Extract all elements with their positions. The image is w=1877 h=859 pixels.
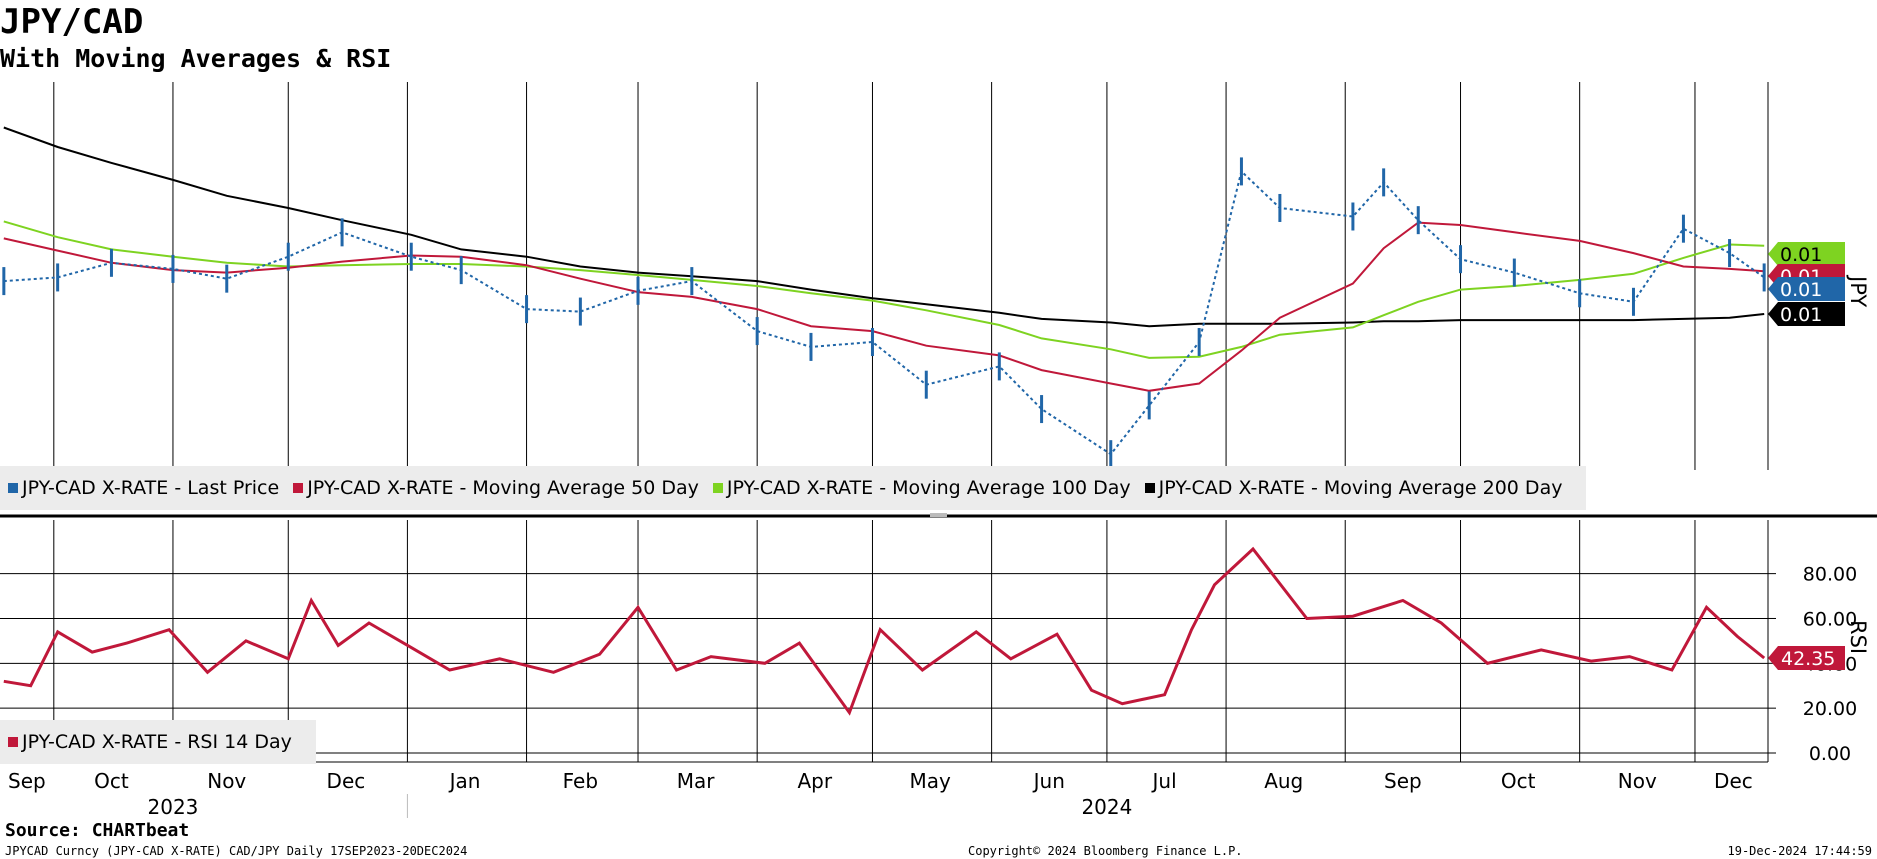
legend-swatch-2	[712, 483, 723, 493]
x-month-label-3: Dec	[327, 769, 366, 793]
rsi-tick-label-0: 0.00	[1809, 743, 1851, 765]
legend-item-3: JPY-CAD X-RATE - Moving Average 200 Day	[1144, 466, 1563, 510]
price-axis-label: JPY	[1846, 276, 1870, 308]
rsi-tick-label-3: 60.00	[1803, 608, 1857, 630]
value-tag-label-3: 0.01	[1780, 304, 1822, 326]
value-tag-0	[1768, 242, 1845, 266]
legend-label-3: JPY-CAD X-RATE - Moving Average 200 Day	[1158, 477, 1563, 499]
legend-item-1: JPY-CAD X-RATE - Moving Average 50 Day	[293, 466, 699, 510]
x-month-label-7: Apr	[798, 769, 833, 793]
x-month-label-13: Oct	[1501, 769, 1536, 793]
x-month-label-4: Jan	[448, 769, 481, 793]
value-tag-2	[1768, 277, 1845, 301]
legend-label-0: JPY-CAD X-RATE - RSI 14 Day	[22, 731, 292, 753]
legend-swatch-3	[1144, 483, 1155, 493]
rsi-line	[3, 546, 1766, 716]
rsi-value-tag	[1768, 646, 1845, 671]
rsi-axis-label: RSI	[1846, 620, 1870, 655]
x-month-label-9: Jun	[1032, 769, 1065, 793]
source-note: Source: CHARTbeat	[5, 820, 190, 841]
rsi-value-tag-label: 42.35	[1781, 648, 1835, 670]
x-month-label-15: Dec	[1714, 769, 1753, 793]
ma50-line	[3, 221, 1765, 392]
x-year-label-1: 2024	[1081, 795, 1132, 819]
value-tag-label-2: 0.01	[1780, 279, 1822, 301]
rsi-tick-label-1: 20.00	[1803, 698, 1857, 720]
footer-ticker: JPYCAD Curncy (JPY-CAD X-RATE) CAD/JPY D…	[5, 844, 468, 858]
x-month-label-5: Feb	[563, 769, 598, 793]
footer-timestamp: 19-Dec-2024 17:44:59	[1727, 844, 1873, 858]
legend-label-1: JPY-CAD X-RATE - Moving Average 50 Day	[307, 477, 699, 499]
price-legend: JPY-CAD X-RATE - Last Price JPY-CAD X-RAT…	[0, 466, 1587, 510]
x-month-label-10: Jul	[1151, 769, 1177, 793]
legend-item-0: JPY-CAD X-RATE - RSI 14 Day	[8, 720, 292, 764]
ma200-line	[3, 126, 1765, 328]
legend-item-2: JPY-CAD X-RATE - Moving Average 100 Day	[712, 466, 1131, 510]
x-month-label-11: Aug	[1264, 769, 1303, 793]
last-price-series	[2, 157, 1766, 469]
value-tag-3	[1768, 302, 1845, 326]
x-month-label-6: Mar	[677, 769, 716, 793]
x-month-label-8: May	[909, 769, 951, 793]
legend-label-0: JPY-CAD X-RATE - Last Price	[22, 477, 280, 499]
x-month-label-14: Nov	[1618, 769, 1657, 793]
chart-title: JPY/CAD	[0, 2, 144, 42]
last-price-line	[3, 169, 1765, 456]
legend-item-0: JPY-CAD X-RATE - Last Price	[8, 466, 279, 510]
rsi-tick-label-4: 80.00	[1803, 564, 1857, 586]
legend-label-2: JPY-CAD X-RATE - Moving Average 100 Day	[726, 477, 1131, 499]
legend-swatch-1	[293, 483, 304, 493]
chart-subtitle: With Moving Averages & RSI	[0, 44, 392, 73]
x-year-label-0: 2023	[148, 795, 199, 819]
value-tag-label-0: 0.01	[1780, 244, 1822, 266]
x-month-label-12: Sep	[1384, 769, 1422, 793]
x-month-label-0: Sep	[8, 769, 46, 793]
x-month-label-1: Oct	[94, 769, 129, 793]
x-month-label-2: Nov	[207, 769, 246, 793]
footer-copyright: Copyright© 2024 Bloomberg Finance L.P.	[968, 844, 1243, 858]
legend-swatch-0	[8, 483, 18, 493]
panel-splitter-handle	[930, 513, 947, 517]
legend-swatch-0	[8, 737, 18, 747]
rsi-legend: JPY-CAD X-RATE - RSI 14 Day	[0, 720, 316, 764]
ma100-line	[3, 220, 1765, 359]
